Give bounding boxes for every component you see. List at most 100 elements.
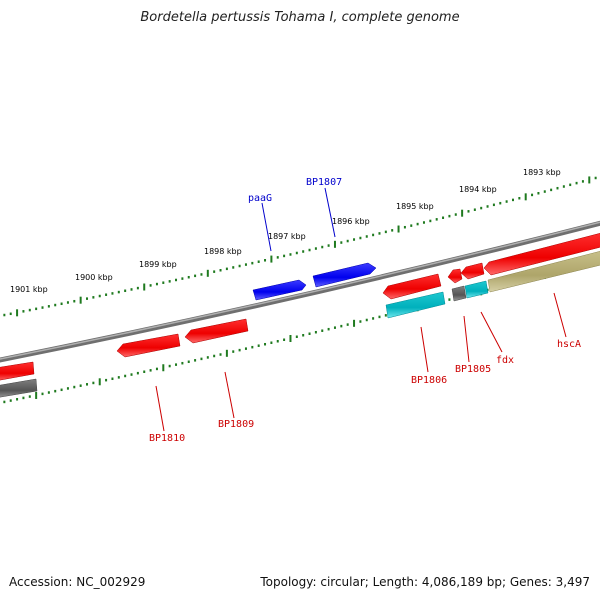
- minor-tick: [537, 191, 540, 195]
- tick-label: 1893 kbp: [523, 168, 561, 177]
- major-tick: [162, 364, 165, 372]
- gene-label-bp1807[interactable]: BP1807: [306, 177, 342, 188]
- track-grey-bp1805: [451, 285, 467, 302]
- major-tick: [143, 283, 146, 291]
- minor-tick: [499, 201, 502, 205]
- minor-tick: [54, 303, 57, 307]
- minor-tick: [403, 225, 406, 229]
- gene-bp1807[interactable]: [312, 262, 377, 288]
- minor-tick: [155, 367, 158, 371]
- minor-tick: [47, 305, 50, 308]
- minor-tick: [181, 277, 184, 280]
- minor-tick: [124, 289, 127, 293]
- minor-tick: [283, 254, 286, 258]
- minor-tick: [302, 333, 305, 337]
- minor-tick: [73, 385, 76, 389]
- minor-tick: [41, 306, 44, 309]
- minor-tick: [251, 345, 254, 349]
- minor-tick: [314, 247, 317, 250]
- major-tick: [524, 193, 527, 201]
- minor-tick: [232, 350, 235, 353]
- gene-bp1806[interactable]: [382, 273, 442, 300]
- gene-bp1805[interactable]: [447, 268, 463, 284]
- minor-tick: [73, 299, 76, 303]
- gene-edge-left-red[interactable]: [0, 361, 35, 381]
- gene-fdx[interactable]: [460, 262, 485, 280]
- outer-tick-ruler: [3, 176, 597, 317]
- minor-tick: [219, 269, 222, 272]
- minor-tick: [410, 224, 413, 227]
- minor-tick: [194, 359, 197, 362]
- major-tick: [225, 349, 228, 357]
- gene-bp1809[interactable]: [184, 318, 249, 344]
- minor-tick: [435, 218, 438, 221]
- major-tick: [588, 176, 591, 184]
- minor-tick: [448, 214, 451, 218]
- major-tick: [98, 378, 101, 386]
- gene-label-bp1809[interactable]: BP1809: [218, 419, 254, 430]
- minor-tick: [511, 198, 514, 202]
- minor-tick: [276, 256, 279, 259]
- minor-tick: [372, 233, 375, 237]
- minor-tick: [143, 370, 146, 373]
- minor-tick: [130, 288, 133, 291]
- minor-tick: [302, 250, 305, 253]
- gene-labels: paaG BP1807 BP1810 BP1809 BP1806 BP1805 …: [149, 177, 581, 444]
- minor-tick: [314, 330, 317, 334]
- minor-tick: [200, 357, 203, 361]
- minor-tick: [321, 245, 324, 249]
- minus-strand-genes: [0, 232, 600, 398]
- gene-label-bp1810[interactable]: BP1810: [149, 433, 185, 444]
- minor-tick: [219, 353, 222, 356]
- minor-tick: [66, 301, 69, 304]
- minor-tick: [295, 335, 298, 339]
- minor-tick: [384, 314, 387, 317]
- minor-tick: [531, 193, 534, 197]
- minor-tick: [232, 266, 235, 269]
- minor-tick: [257, 260, 260, 263]
- minor-tick: [130, 373, 133, 376]
- minor-tick: [105, 378, 108, 382]
- genome-backbone: [0, 220, 600, 363]
- minor-tick: [149, 284, 152, 287]
- gene-label-bp1805[interactable]: BP1805: [455, 364, 491, 375]
- tick-label: 1896 kbp: [332, 217, 370, 226]
- minor-tick: [168, 280, 171, 283]
- gene-paaG[interactable]: [252, 279, 307, 301]
- minor-tick: [41, 392, 44, 396]
- minor-tick: [3, 400, 6, 404]
- minor-tick: [111, 377, 114, 381]
- minor-tick: [372, 317, 375, 320]
- minor-tick: [556, 186, 559, 190]
- minor-tick: [308, 248, 311, 252]
- minor-tick: [35, 307, 38, 311]
- major-tick: [333, 240, 336, 248]
- tick-label: 1897 kbp: [268, 232, 306, 241]
- tick-label: 1898 kbp: [204, 247, 242, 256]
- gene-hscA[interactable]: [483, 232, 600, 276]
- minor-tick: [442, 216, 445, 219]
- minor-tick: [60, 388, 63, 392]
- gene-label-paaG[interactable]: paaG: [248, 193, 272, 204]
- tick-labels: 1901 kbp 1900 kbp 1899 kbp 1898 kbp 1897…: [10, 168, 561, 294]
- minor-tick: [359, 236, 362, 240]
- tick-label: 1899 kbp: [139, 260, 177, 269]
- minor-tick: [9, 399, 12, 402]
- minor-tick: [384, 230, 387, 234]
- tick-label: 1895 kbp: [396, 202, 434, 211]
- minor-tick: [98, 294, 101, 298]
- minor-tick: [359, 320, 362, 323]
- minor-tick: [136, 286, 139, 290]
- minor-tick: [117, 290, 120, 294]
- minor-tick: [365, 235, 368, 238]
- track-cyan-fdx: [464, 280, 489, 299]
- gene-bp1810[interactable]: [116, 333, 181, 358]
- gene-label-fdx[interactable]: fdx: [496, 355, 514, 366]
- minor-tick: [257, 344, 260, 347]
- minor-tick: [187, 275, 190, 279]
- minor-tick: [124, 374, 127, 378]
- gene-label-hscA[interactable]: hscA: [557, 339, 581, 350]
- gene-label-bp1806[interactable]: BP1806: [411, 375, 447, 386]
- accession-text: Accession: NC_002929: [9, 575, 146, 589]
- minor-tick: [340, 324, 343, 328]
